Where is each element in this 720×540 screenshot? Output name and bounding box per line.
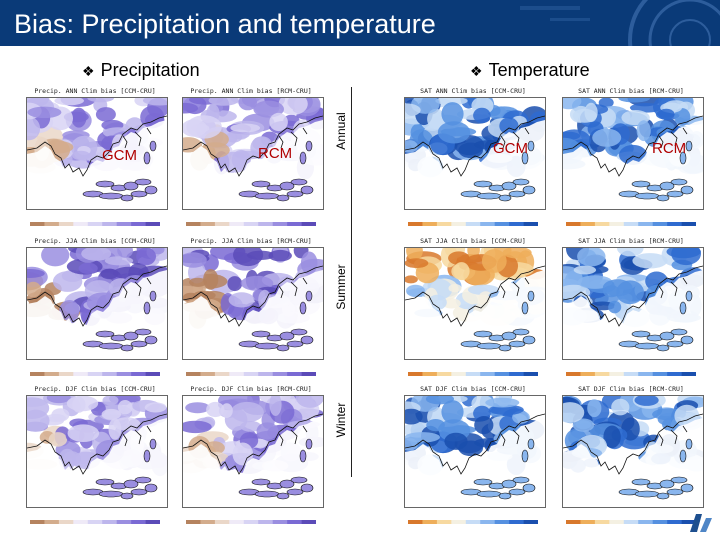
row-label-winter: Winter [334, 402, 348, 438]
panel-title: Precip. ANN Clim bias [RCM-CRU] [190, 87, 312, 95]
university-logo-icon [690, 514, 712, 532]
panel-title: SAT DJF Clim bias [CCM-CRU] [420, 385, 526, 393]
bias-map [26, 395, 168, 508]
panel-title: SAT ANN Clim bias [CCM-CRU] [420, 87, 526, 95]
gcm-label-precip: GCM [102, 147, 137, 164]
bullet-icon: ❖ [470, 63, 483, 79]
panel-precip-jja-gcm: Precip. JJA Clim bias [CCM-CRU] [20, 236, 170, 376]
colorbar [30, 213, 161, 226]
panel-temp-djf-gcm: SAT DJF Clim bias [CCM-CRU] [398, 384, 548, 524]
panel-precip-ann-gcm: Precip. ANN Clim bias [CCM-CRU] [20, 86, 170, 226]
bias-map [562, 97, 704, 210]
panel-title: SAT JJA Clim bias [RCM-CRU] [578, 237, 684, 245]
colorbar [566, 213, 697, 226]
row-label-annual: Annual [334, 112, 348, 150]
bullet-icon: ❖ [82, 63, 95, 79]
bias-map [404, 247, 546, 360]
panel-title: SAT DJF Clim bias [RCM-CRU] [578, 385, 684, 393]
precipitation-label: Precipitation [100, 60, 200, 80]
panel-title: SAT ANN Clim bias [RCM-CRU] [578, 87, 684, 95]
panel-temp-jja-gcm: SAT JJA Clim bias [CCM-CRU] [398, 236, 548, 376]
panel-precip-djf-gcm: Precip. DJF Clim bias [CCM-CRU] [20, 384, 170, 524]
bias-map [182, 395, 324, 508]
bias-map [404, 97, 546, 210]
colorbar [186, 511, 317, 524]
panel-title: Precip. JJA Clim bias [CCM-CRU] [34, 237, 156, 245]
panel-title: Precip. JJA Clim bias [RCM-CRU] [190, 237, 312, 245]
bias-map [562, 395, 704, 508]
temperature-heading: ❖ Temperature [470, 60, 590, 81]
colorbar [566, 363, 697, 376]
gcm-label-temp: GCM [493, 140, 528, 157]
panel-precip-jja-rcm: Precip. JJA Clim bias [RCM-CRU] [176, 236, 326, 376]
panel-title: Precip. DJF Clim bias [CCM-CRU] [34, 385, 156, 393]
bias-map [404, 395, 546, 508]
rcm-label-temp: RCM [652, 140, 687, 157]
bias-map [26, 247, 168, 360]
colorbar [566, 511, 697, 524]
bias-map [562, 247, 704, 360]
panel-temp-ann-gcm: SAT ANN Clim bias [CCM-CRU] [398, 86, 548, 226]
panel-title: Precip. ANN Clim bias [CCM-CRU] [34, 87, 156, 95]
colorbar [30, 363, 161, 376]
precipitation-heading: ❖ Precipitation [82, 60, 200, 81]
colorbar [408, 363, 539, 376]
panel-title: SAT JJA Clim bias [CCM-CRU] [420, 237, 526, 245]
bias-map [182, 97, 324, 210]
bias-map [26, 97, 168, 210]
slide-header: Bias: Precipitation and temperature [0, 0, 720, 46]
colorbar [408, 213, 539, 226]
slide-title: Bias: Precipitation and temperature [14, 9, 436, 39]
colorbar [186, 363, 317, 376]
temperature-label: Temperature [488, 60, 590, 80]
colorbar [30, 511, 161, 524]
header-decoration-icon [520, 0, 720, 46]
row-label-summer: Summer [334, 264, 348, 310]
bias-map [182, 247, 324, 360]
panel-precip-djf-rcm: Precip. DJF Clim bias [RCM-CRU] [176, 384, 326, 524]
divider-line [351, 87, 352, 477]
colorbar [408, 511, 539, 524]
panel-temp-jja-rcm: SAT JJA Clim bias [RCM-CRU] [556, 236, 706, 376]
panel-temp-djf-rcm: SAT DJF Clim bias [RCM-CRU] [556, 384, 706, 524]
panel-precip-ann-rcm: Precip. ANN Clim bias [RCM-CRU] [176, 86, 326, 226]
panel-temp-ann-rcm: SAT ANN Clim bias [RCM-CRU] [556, 86, 706, 226]
colorbar [186, 213, 317, 226]
panel-title: Precip. DJF Clim bias [RCM-CRU] [190, 385, 312, 393]
rcm-label-precip: RCM [258, 145, 293, 162]
